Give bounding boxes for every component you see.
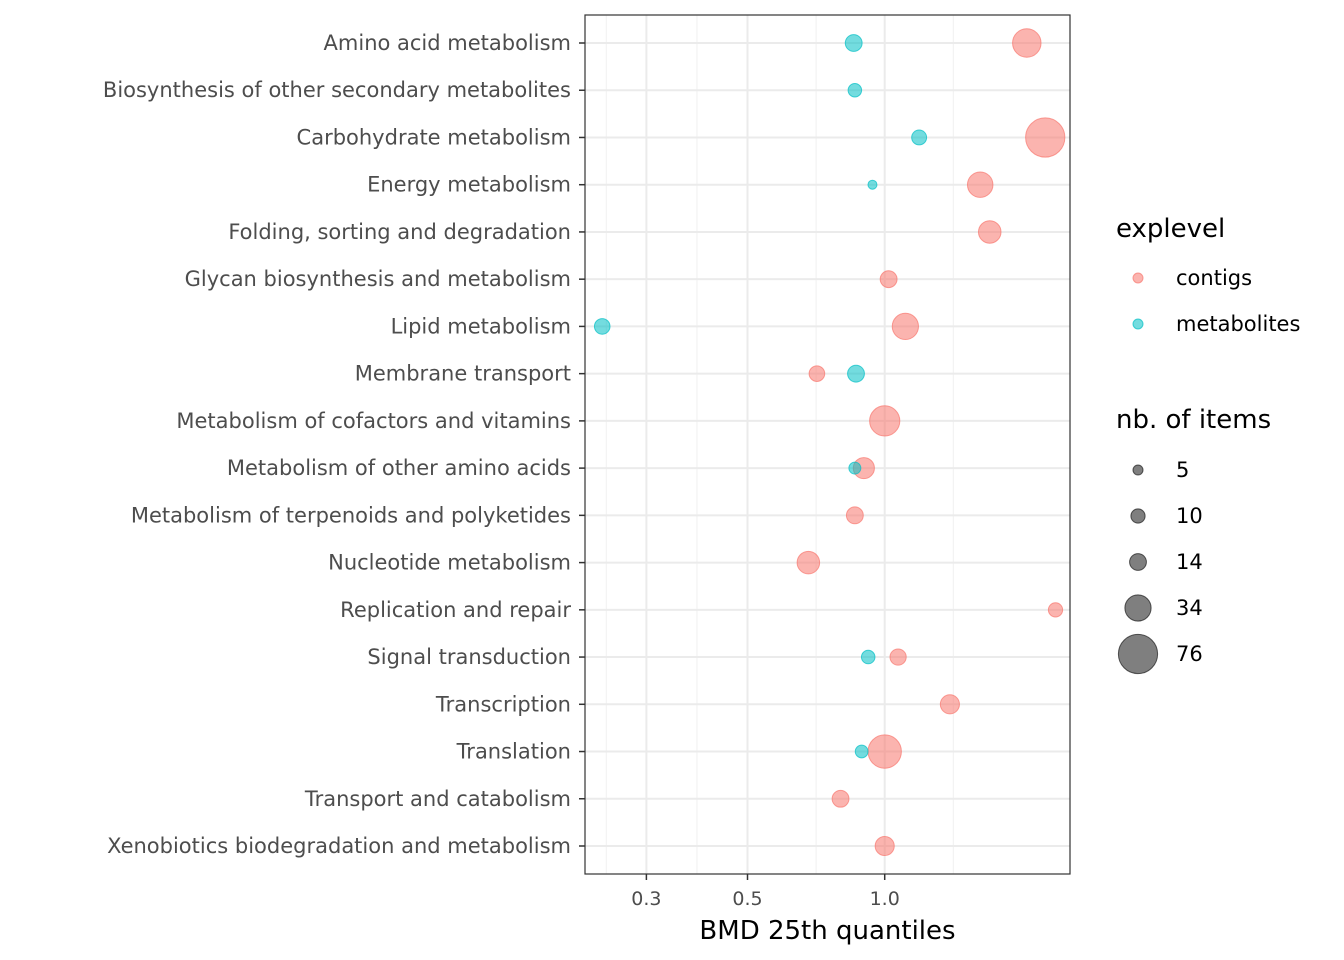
legend-title-size: nb. of items [1116, 405, 1271, 435]
y-tick-label: Carbohydrate metabolism [297, 125, 571, 149]
data-point-contigs [966, 171, 994, 198]
y-tick-label: Metabolism of other amino acids [227, 456, 571, 480]
legend-key-contigs [1132, 272, 1144, 284]
legend-size-key [1129, 553, 1147, 571]
y-tick-label: Signal transduction [367, 645, 571, 669]
data-point-contigs [808, 365, 826, 382]
legend-size-label: 14 [1176, 550, 1203, 574]
grid-major [585, 15, 1070, 874]
legend-label-metabolites: metabolites [1176, 312, 1300, 336]
plot-panel-border [584, 14, 1071, 875]
y-tick-label: Xenobiotics biodegradation and metabolis… [107, 834, 571, 858]
y-tick-label: Glycan biosynthesis and metabolism [185, 267, 571, 291]
x-tick-label: 0.5 [732, 888, 762, 910]
legend-size-key [1117, 633, 1159, 675]
y-tick-label: Metabolism of cofactors and vitamins [176, 409, 571, 433]
data-point-contigs [867, 734, 902, 769]
legend-size-key [1130, 508, 1146, 524]
legend-size-label: 5 [1176, 458, 1189, 482]
legend-size-label: 34 [1176, 596, 1203, 620]
data-point-metabolites [854, 744, 869, 759]
x-tick-label: 0.3 [631, 888, 661, 910]
y-tick-label: Replication and repair [340, 598, 571, 622]
x-tick-label: 1.0 [870, 888, 900, 910]
data-point-metabolites [593, 318, 611, 335]
data-point-metabolites [867, 179, 878, 190]
data-point-metabolites [847, 364, 865, 383]
legend-size-key [1124, 594, 1152, 622]
y-tick-label: Transcription [435, 692, 571, 716]
data-point-contigs [845, 506, 864, 525]
data-point-contigs [869, 405, 901, 437]
y-tick-label: Translation [456, 740, 571, 764]
y-tick-label: Amino acid metabolism [324, 31, 571, 55]
y-tick-label: Folding, sorting and degradation [228, 220, 571, 244]
data-point-contigs [889, 648, 907, 666]
data-point-contigs [891, 312, 919, 341]
grid-minor [605, 15, 954, 874]
data-point-contigs [879, 270, 898, 289]
data-point-contigs [977, 220, 1002, 244]
legend-label-contigs: contigs [1176, 266, 1252, 290]
data-point-metabolites [911, 129, 928, 146]
legend-size-label: 10 [1176, 504, 1203, 528]
x-axis-ticks: 0.3 0.5 1.0 [631, 874, 900, 910]
legend-title-explevel: explevel [1116, 214, 1225, 244]
data-point-contigs [1047, 602, 1064, 618]
data-point-metabolites [848, 461, 862, 475]
legend-size-label: 76 [1176, 642, 1203, 666]
data-point-contigs [796, 550, 821, 575]
data-point-contigs [939, 694, 960, 715]
legend-size-key [1132, 464, 1144, 476]
data-point-metabolites [847, 82, 863, 98]
y-axis-ticks: Amino acid metabolism Biosynthesis of oth… [103, 31, 585, 858]
x-axis-title: BMD 25th quantiles [699, 916, 955, 946]
data-point-contigs [1025, 117, 1066, 158]
y-tick-label: Nucleotide metabolism [328, 551, 571, 575]
data-point-contigs [874, 835, 895, 857]
data-point-metabolites [860, 649, 876, 665]
y-tick-label: Transport and catabolism [304, 787, 571, 811]
data-points [593, 28, 1066, 857]
y-tick-label: Biosynthesis of other secondary metaboli… [103, 78, 571, 102]
y-tick-label: Metabolism of terpenoids and polyketides [131, 503, 571, 527]
legend-key-metabolites [1132, 318, 1144, 330]
y-tick-label: Lipid metabolism [391, 314, 571, 338]
y-tick-label: Energy metabolism [367, 173, 571, 197]
legend: explevel contigs metabolites nb. of items 5 1… [1116, 214, 1300, 675]
data-point-contigs [831, 789, 850, 808]
y-tick-label: Membrane transport [355, 362, 571, 386]
data-point-metabolites [844, 34, 863, 52]
data-point-contigs [1012, 28, 1042, 58]
